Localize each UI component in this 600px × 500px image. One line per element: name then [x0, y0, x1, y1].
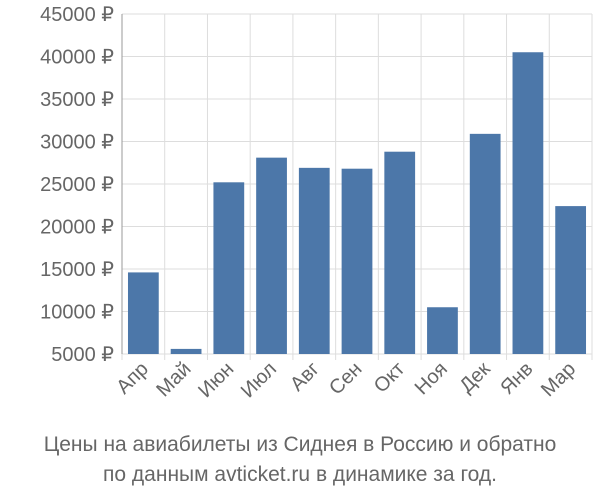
bar-8 [469, 133, 501, 354]
bar-2 [213, 182, 245, 354]
y-tick-label: 10000 ₽ [40, 302, 114, 324]
x-tick-label: Окт [370, 358, 409, 397]
x-tick-label: Янв [496, 358, 537, 399]
bar-6 [384, 151, 416, 354]
x-tick-label: Авг [286, 358, 324, 396]
bar-chart: 5000 ₽ 10000 ₽ 15000 ₽ 20000 ₽ 25000 ₽ 30000 … [40, 4, 593, 402]
y-tick-label: 25000 ₽ [40, 174, 114, 196]
chart-area: 5000 ₽ 10000 ₽ 15000 ₽ 20000 ₽ 25000 ₽ 30000 … [40, 4, 593, 402]
bars [127, 52, 587, 354]
y-tick-label: 45000 ₽ [40, 4, 114, 26]
bar-10 [555, 206, 587, 354]
y-tick-labels: 5000 ₽ 10000 ₽ 15000 ₽ 20000 ₽ 25000 ₽ 30000 … [40, 4, 114, 366]
bar-3 [256, 157, 287, 354]
bar-4 [298, 167, 330, 354]
y-tick-label: 40000 ₽ [40, 47, 114, 69]
x-tick-label: Май [152, 358, 195, 401]
caption-line-2: по данным avticket.ru в динамике за год. [103, 463, 497, 486]
x-tick-label: Ноя [411, 358, 452, 399]
y-tick-label: 30000 ₽ [40, 132, 114, 154]
x-tick-label: Июл [237, 358, 281, 402]
y-tick-label: 5000 ₽ [51, 344, 114, 366]
y-tick-label: 35000 ₽ [40, 89, 114, 111]
bar-1 [170, 348, 202, 354]
x-tick-label: Мар [537, 358, 580, 401]
x-tick-label: Сен [325, 358, 366, 399]
y-tick-label: 15000 ₽ [40, 259, 114, 281]
x-tick-label: Дек [456, 358, 495, 397]
x-tick-label: Июн [194, 358, 238, 402]
bar-5 [341, 168, 373, 354]
bar-7 [427, 307, 458, 354]
chart-caption: Цены на авиабилеты из Сиднея в Россию и … [0, 430, 600, 490]
bar-9 [512, 52, 544, 354]
caption-line-1: Цены на авиабилеты из Сиднея в Россию и … [43, 433, 557, 456]
y-tick-label: 20000 ₽ [40, 217, 114, 239]
bar-0 [127, 272, 159, 354]
x-tick-label: Апр [112, 358, 153, 399]
